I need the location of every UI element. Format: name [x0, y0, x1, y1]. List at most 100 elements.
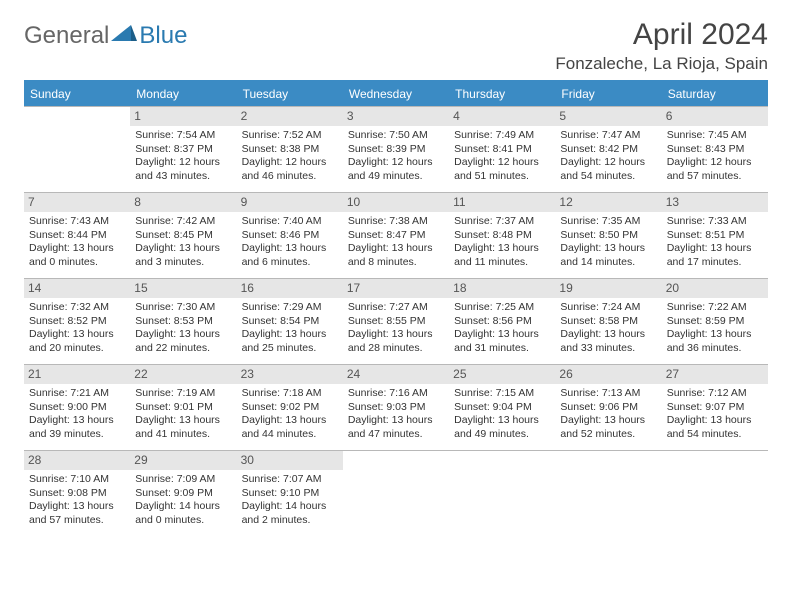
calendar-cell: 15 Sunrise: 7:30 AMSunset: 8:53 PMDayligh…	[130, 278, 236, 364]
calendar-cell: 8Sunrise: 7:42 AMSunset: 8:45 PMDaylight…	[130, 192, 236, 278]
sunset-line: Sunset: 9:09 PM	[135, 487, 231, 500]
day-number: 11	[449, 193, 555, 212]
daylight-line: Daylight: 12 hours and 54 minutes.	[560, 156, 656, 183]
sunset-line: Sunset: 8:47 PM	[348, 229, 444, 242]
day-number: 4	[449, 107, 555, 126]
calendar-cell: 3 Sunrise: 7:50 AMSunset: 8:39 PMDaylight…	[343, 106, 449, 192]
daylight-line: Daylight: 13 hours and 33 minutes.	[560, 328, 656, 355]
sunrise-line: Sunrise: 7:38 AM	[348, 215, 444, 228]
sunset-line: Sunset: 8:52 PM	[29, 315, 125, 328]
sunset-line: Sunset: 8:48 PM	[454, 229, 550, 242]
daylight-line: Daylight: 12 hours and 46 minutes.	[242, 156, 338, 183]
weekday-header: Wednesday	[343, 82, 449, 106]
day-number: 26	[555, 365, 661, 384]
calendar-cell: 23Sunrise: 7:18 AMSunset: 9:02 PMDayligh…	[237, 364, 343, 450]
sunset-line: Sunset: 8:43 PM	[667, 143, 763, 156]
day-number: 6	[662, 107, 768, 126]
sunrise-line: Sunrise: 7:30 AM	[135, 301, 231, 314]
daylight-line: Daylight: 13 hours and 28 minutes.	[348, 328, 444, 355]
daylight-line: Daylight: 13 hours and 14 minutes.	[560, 242, 656, 269]
calendar-cell: 28Sunrise: 7:10 AMSunset: 9:08 PMDayligh…	[24, 450, 130, 536]
day-number: 22	[130, 365, 236, 384]
calendar-cell: 18Sunrise: 7:25 AMSunset: 8:56 PMDayligh…	[449, 278, 555, 364]
calendar-cell: 7Sunrise: 7:43 AMSunset: 8:44 PMDaylight…	[24, 192, 130, 278]
daylight-line: Daylight: 12 hours and 51 minutes.	[454, 156, 550, 183]
sunset-line: Sunset: 8:37 PM	[135, 143, 231, 156]
sunrise-line: Sunrise: 7:07 AM	[242, 473, 338, 486]
calendar-cell	[343, 450, 449, 536]
sunrise-line: Sunrise: 7:33 AM	[667, 215, 763, 228]
day-number: 5	[555, 107, 661, 126]
brand-triangle-icon	[111, 22, 137, 50]
calendar-cell: 9Sunrise: 7:40 AMSunset: 8:46 PMDaylight…	[237, 192, 343, 278]
sunset-line: Sunset: 9:08 PM	[29, 487, 125, 500]
sunrise-line: Sunrise: 7:49 AM	[454, 129, 550, 142]
calendar-cell: 25Sunrise: 7:15 AMSunset: 9:04 PMDayligh…	[449, 364, 555, 450]
sunset-line: Sunset: 8:55 PM	[348, 315, 444, 328]
header: General Blue April 2024 Fonzaleche, La R…	[24, 18, 768, 74]
sunrise-line: Sunrise: 7:42 AM	[135, 215, 231, 228]
weekday-header: Monday	[130, 82, 236, 106]
sunrise-line: Sunrise: 7:52 AM	[242, 129, 338, 142]
calendar-cell: 1Sunrise: 7:54 AMSunset: 8:37 PMDaylight…	[130, 106, 236, 192]
sunset-line: Sunset: 9:01 PM	[135, 401, 231, 414]
sunrise-line: Sunrise: 7:21 AM	[29, 387, 125, 400]
day-number: 27	[662, 365, 768, 384]
sunset-line: Sunset: 8:41 PM	[454, 143, 550, 156]
daylight-line: Daylight: 13 hours and 57 minutes.	[29, 500, 125, 527]
calendar-cell: 30Sunrise: 7:07 AMSunset: 9:10 PMDayligh…	[237, 450, 343, 536]
daylight-line: Daylight: 13 hours and 44 minutes.	[242, 414, 338, 441]
calendar-cell	[24, 106, 130, 192]
calendar-cell: 26Sunrise: 7:13 AMSunset: 9:06 PMDayligh…	[555, 364, 661, 450]
sunset-line: Sunset: 8:59 PM	[667, 315, 763, 328]
daylight-line: Daylight: 13 hours and 11 minutes.	[454, 242, 550, 269]
daylight-line: Daylight: 14 hours and 0 minutes.	[135, 500, 231, 527]
sunset-line: Sunset: 8:53 PM	[135, 315, 231, 328]
day-number: 13	[662, 193, 768, 212]
sunrise-line: Sunrise: 7:50 AM	[348, 129, 444, 142]
sunset-line: Sunset: 8:56 PM	[454, 315, 550, 328]
daylight-line: Daylight: 13 hours and 6 minutes.	[242, 242, 338, 269]
daylight-line: Daylight: 13 hours and 49 minutes.	[454, 414, 550, 441]
sunset-line: Sunset: 8:39 PM	[348, 143, 444, 156]
calendar-cell: 12Sunrise: 7:35 AMSunset: 8:50 PMDayligh…	[555, 192, 661, 278]
day-number: 12	[555, 193, 661, 212]
sunrise-line: Sunrise: 7:27 AM	[348, 301, 444, 314]
daylight-line: Daylight: 13 hours and 54 minutes.	[667, 414, 763, 441]
day-number: 15	[130, 279, 236, 298]
sunrise-line: Sunrise: 7:10 AM	[29, 473, 125, 486]
sunrise-line: Sunrise: 7:43 AM	[29, 215, 125, 228]
day-number: 21	[24, 365, 130, 384]
daylight-line: Daylight: 13 hours and 0 minutes.	[29, 242, 125, 269]
daylight-line: Daylight: 13 hours and 3 minutes.	[135, 242, 231, 269]
weekday-header: Thursday	[449, 82, 555, 106]
sunset-line: Sunset: 9:07 PM	[667, 401, 763, 414]
sunset-line: Sunset: 8:54 PM	[242, 315, 338, 328]
daylight-line: Daylight: 13 hours and 47 minutes.	[348, 414, 444, 441]
calendar-cell: 21Sunrise: 7:21 AMSunset: 9:00 PMDayligh…	[24, 364, 130, 450]
daylight-line: Daylight: 13 hours and 22 minutes.	[135, 328, 231, 355]
sunrise-line: Sunrise: 7:37 AM	[454, 215, 550, 228]
day-number: 29	[130, 451, 236, 470]
brand-part2: Blue	[139, 22, 187, 50]
sunset-line: Sunset: 8:38 PM	[242, 143, 338, 156]
sunrise-line: Sunrise: 7:24 AM	[560, 301, 656, 314]
daylight-line: Daylight: 13 hours and 20 minutes.	[29, 328, 125, 355]
calendar-cell	[555, 450, 661, 536]
calendar-cell: 2Sunrise: 7:52 AMSunset: 8:38 PMDaylight…	[237, 106, 343, 192]
day-number: 14	[24, 279, 130, 298]
sunrise-line: Sunrise: 7:18 AM	[242, 387, 338, 400]
calendar-cell: 16Sunrise: 7:29 AMSunset: 8:54 PMDayligh…	[237, 278, 343, 364]
sunset-line: Sunset: 8:50 PM	[560, 229, 656, 242]
sunrise-line: Sunrise: 7:25 AM	[454, 301, 550, 314]
daylight-line: Daylight: 12 hours and 49 minutes.	[348, 156, 444, 183]
calendar-cell: 10Sunrise: 7:38 AMSunset: 8:47 PMDayligh…	[343, 192, 449, 278]
calendar-cell	[662, 450, 768, 536]
sunrise-line: Sunrise: 7:09 AM	[135, 473, 231, 486]
daylight-line: Daylight: 13 hours and 8 minutes.	[348, 242, 444, 269]
daylight-line: Daylight: 14 hours and 2 minutes.	[242, 500, 338, 527]
day-number: 24	[343, 365, 449, 384]
day-number: 3	[343, 107, 449, 126]
calendar-cell: 17Sunrise: 7:27 AMSunset: 8:55 PMDayligh…	[343, 278, 449, 364]
day-number: 19	[555, 279, 661, 298]
